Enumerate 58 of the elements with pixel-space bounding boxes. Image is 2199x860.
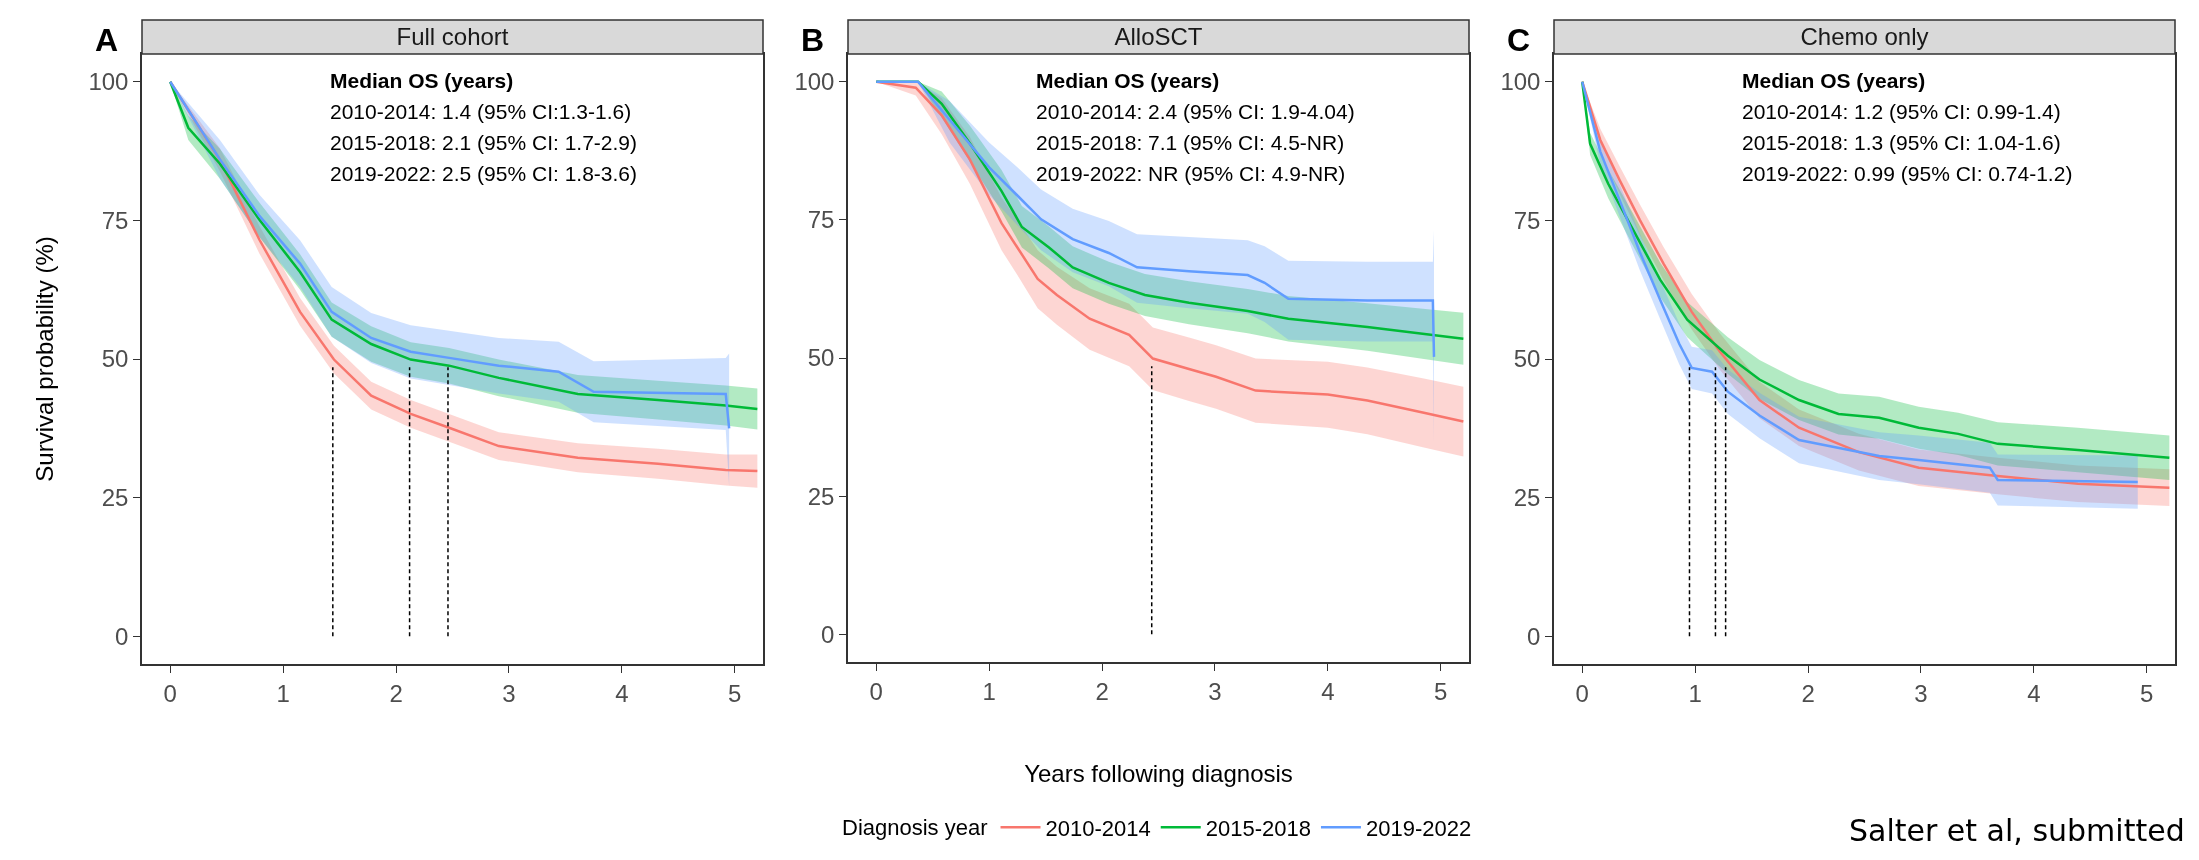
y-tick-label: 50 [1513, 345, 1541, 373]
annotation: 2019-2022: 0.99 (95% CI: 0.74-1.2) [1742, 162, 2073, 185]
y-tick-label: 75 [1513, 206, 1541, 234]
y-tick-label: 50 [101, 345, 129, 373]
text: A [95, 22, 119, 58]
x-tick-label: 5 [1434, 677, 1448, 705]
y-tick-label: 0 [1527, 622, 1541, 650]
y-tick-label: 25 [807, 482, 835, 510]
annotation: 2015-2018: 7.1 (95% CI: 4.5-NR) [1036, 131, 1345, 154]
x-tick-label: 1 [1688, 679, 1702, 707]
x-tick-label: 0 [869, 677, 883, 705]
y-tick-label: 0 [821, 620, 835, 648]
y-tick-label: 0 [115, 622, 129, 650]
chart-title: Chemo only [1800, 23, 1929, 51]
legend-label: 2010-2014 [1045, 815, 1151, 841]
annotation: 2010-2014: 1.4 (95% CI:1.3-1.6) [330, 100, 632, 123]
legend-label: 2019-2022 [1365, 815, 1472, 841]
annotation: Median OS (years) [1742, 69, 1926, 92]
x-tick-label: 5 [728, 679, 742, 707]
x-tick-label: 2 [1801, 679, 1815, 707]
text: Salter et al, submitted [1849, 813, 2185, 848]
x-tick-label: 1 [276, 679, 290, 707]
annotation: 2010-2014: 1.2 (95% CI: 0.99-1.4) [1742, 100, 2061, 123]
text: C [1507, 22, 1531, 58]
x-tick-label: 4 [615, 679, 629, 707]
y-axis-title: Survival probability (%) [31, 236, 58, 482]
x-tick-label: 1 [982, 677, 996, 705]
annotation: 2015-2018: 1.3 (95% CI: 1.04-1.6) [1742, 131, 2061, 154]
chart-title: AlloSCT [1114, 23, 1203, 51]
x-tick-label: 3 [502, 679, 516, 707]
y-tick-label: 75 [807, 206, 835, 234]
annotation: Median OS (years) [1036, 69, 1220, 92]
x-tick-label: 3 [1208, 677, 1222, 705]
x-tick-label: 2 [1095, 677, 1109, 705]
x-tick-label: 4 [1321, 677, 1335, 705]
annotation: 2019-2022: 2.5 (95% CI: 1.8-3.6) [330, 162, 638, 185]
x-tick-label: 4 [2027, 679, 2041, 707]
x-tick-label: 2 [389, 679, 403, 707]
legend-title: Diagnosis year [842, 815, 988, 841]
annotation: 2015-2018: 2.1 (95% CI: 1.7-2.9) [330, 131, 638, 154]
y-tick-label: 100 [794, 68, 835, 96]
y-tick-label: 25 [101, 484, 129, 512]
x-tick-label: 0 [163, 679, 177, 707]
legend-label: 2015-2018 [1205, 815, 1311, 841]
annotation: Median OS (years) [330, 69, 514, 92]
text: B [801, 22, 825, 58]
x-axis-title: Years following diagnosis [1024, 760, 1293, 788]
y-tick-label: 100 [1500, 68, 1541, 96]
y-tick-label: 25 [1513, 484, 1541, 512]
y-tick-label: 75 [101, 206, 129, 234]
x-tick-label: 5 [2140, 679, 2154, 707]
annotation: 2010-2014: 2.4 (95% CI: 1.9-4.04) [1036, 100, 1355, 123]
y-tick-label: 100 [88, 68, 129, 96]
y-tick-label: 50 [807, 344, 835, 372]
annotation: 2019-2022: NR (95% CI: 4.9-NR) [1036, 162, 1346, 185]
x-tick-label: 0 [1575, 679, 1589, 707]
x-tick-label: 3 [1914, 679, 1928, 707]
chart-title: Full cohort [396, 23, 509, 51]
